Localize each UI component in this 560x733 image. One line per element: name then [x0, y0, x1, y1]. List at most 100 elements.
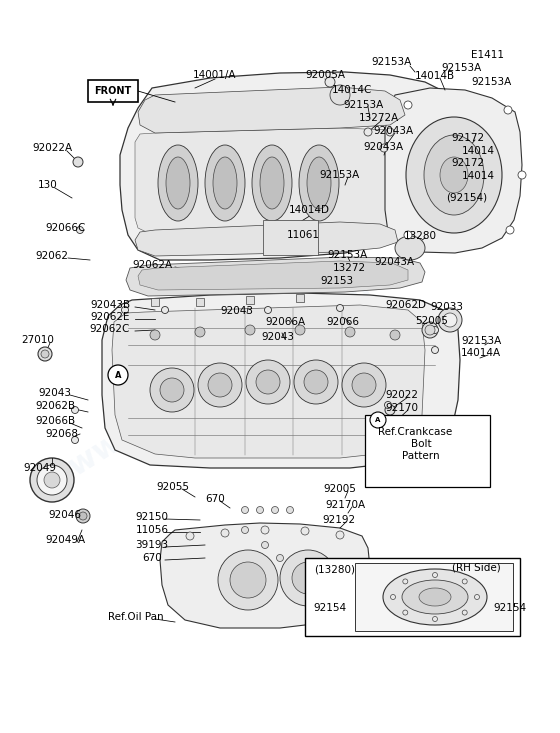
Circle shape [504, 106, 512, 114]
Bar [246, 296, 254, 304]
Circle shape [241, 507, 249, 514]
Text: 92005: 92005 [324, 484, 356, 494]
Text: 52005: 52005 [416, 316, 449, 326]
Ellipse shape [158, 145, 198, 221]
Circle shape [432, 326, 438, 334]
Text: 92062C: 92062C [90, 324, 130, 334]
Circle shape [241, 526, 249, 534]
Text: 92153A: 92153A [372, 57, 412, 67]
Circle shape [390, 594, 395, 600]
Text: 92062A: 92062A [132, 260, 172, 270]
Circle shape [272, 507, 278, 514]
Text: 92153A: 92153A [472, 77, 512, 87]
Polygon shape [112, 305, 425, 458]
Text: 92153A: 92153A [461, 336, 501, 346]
Circle shape [432, 616, 437, 622]
Circle shape [256, 507, 264, 514]
Polygon shape [385, 88, 522, 253]
Circle shape [261, 526, 269, 534]
Ellipse shape [438, 308, 462, 332]
Text: 92068: 92068 [45, 429, 78, 439]
Ellipse shape [395, 236, 425, 260]
Circle shape [277, 554, 283, 561]
Ellipse shape [160, 378, 184, 402]
Text: 14014D: 14014D [288, 205, 329, 215]
Ellipse shape [419, 588, 451, 606]
Ellipse shape [37, 465, 67, 495]
Ellipse shape [307, 157, 331, 209]
Polygon shape [135, 222, 398, 256]
Text: 92062D: 92062D [385, 300, 427, 310]
Ellipse shape [424, 135, 484, 215]
Text: 11056: 11056 [136, 525, 169, 535]
Circle shape [386, 128, 394, 136]
Polygon shape [138, 87, 405, 133]
Circle shape [422, 322, 438, 338]
Ellipse shape [304, 370, 328, 394]
Text: 92022: 92022 [385, 390, 418, 400]
Text: 92153: 92153 [320, 276, 353, 286]
Ellipse shape [205, 145, 245, 221]
Ellipse shape [30, 458, 74, 502]
Ellipse shape [383, 569, 487, 625]
Text: 92153A: 92153A [442, 63, 482, 73]
Ellipse shape [330, 85, 350, 105]
Text: E1411: E1411 [472, 50, 505, 60]
Circle shape [474, 594, 479, 600]
Text: A: A [115, 370, 122, 380]
Circle shape [287, 507, 293, 514]
Ellipse shape [218, 550, 278, 610]
Circle shape [370, 412, 386, 428]
Bar [196, 298, 204, 306]
Text: 92154: 92154 [493, 603, 526, 613]
Text: Bolt: Bolt [410, 439, 431, 449]
Circle shape [295, 325, 305, 335]
Text: 92043B: 92043B [90, 300, 130, 310]
Circle shape [264, 306, 272, 314]
Circle shape [336, 531, 344, 539]
Text: 14001/A: 14001/A [193, 70, 237, 80]
Text: 130: 130 [38, 180, 58, 190]
Text: 92043: 92043 [39, 388, 72, 398]
Circle shape [425, 325, 435, 335]
Ellipse shape [342, 363, 386, 407]
Ellipse shape [44, 472, 60, 488]
Text: 92022A: 92022A [32, 143, 72, 153]
Circle shape [404, 231, 412, 239]
Text: 14014A: 14014A [461, 348, 501, 358]
Text: 92170A: 92170A [325, 500, 365, 510]
Text: FRONT: FRONT [95, 86, 132, 96]
Text: 92055: 92055 [156, 482, 189, 492]
Circle shape [245, 325, 255, 335]
Circle shape [72, 436, 78, 443]
Polygon shape [135, 128, 400, 236]
Bar [151, 298, 159, 306]
Text: 92153A: 92153A [320, 170, 360, 180]
Ellipse shape [280, 550, 336, 606]
Ellipse shape [198, 363, 242, 407]
Circle shape [262, 542, 268, 548]
Circle shape [108, 365, 128, 385]
Circle shape [72, 407, 78, 413]
Ellipse shape [402, 580, 468, 614]
Text: A: A [375, 417, 381, 423]
Circle shape [462, 579, 467, 584]
Text: 14014C: 14014C [332, 85, 372, 95]
Circle shape [403, 579, 408, 584]
Polygon shape [126, 257, 425, 296]
Text: 92066C: 92066C [46, 223, 86, 233]
Text: 92043: 92043 [262, 332, 295, 342]
Circle shape [506, 226, 514, 234]
Text: 14014B: 14014B [415, 71, 455, 81]
Circle shape [161, 306, 169, 314]
Circle shape [41, 350, 49, 358]
Text: 92066A: 92066A [265, 317, 305, 327]
Circle shape [122, 306, 128, 314]
Ellipse shape [260, 157, 284, 209]
Circle shape [221, 529, 229, 537]
Circle shape [404, 101, 412, 109]
Text: 670: 670 [205, 494, 225, 504]
Text: (13280): (13280) [315, 565, 356, 575]
Polygon shape [138, 261, 408, 290]
Circle shape [462, 610, 467, 615]
